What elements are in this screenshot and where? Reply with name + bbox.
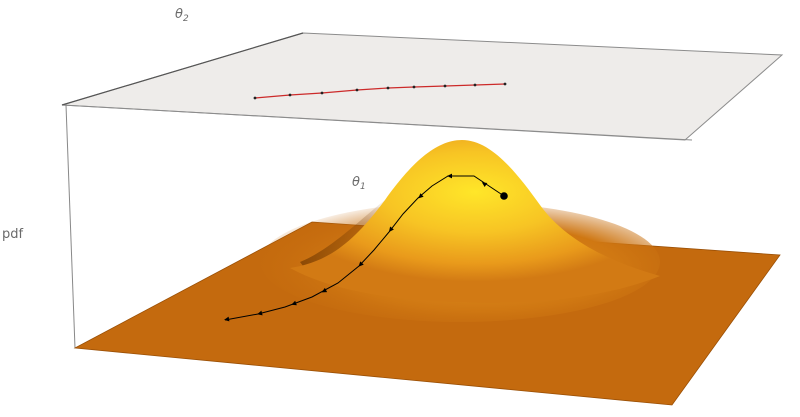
plane-front-edge xyxy=(61,104,693,141)
theta1-axis-label: θ1 xyxy=(352,175,366,192)
trajectory-arrows xyxy=(224,173,488,322)
path-marker xyxy=(473,83,477,87)
trajectory-arrow xyxy=(291,300,297,306)
peak-surface xyxy=(290,140,660,303)
projected-path-markers xyxy=(253,82,507,100)
trajectory-arrow xyxy=(388,226,394,232)
theta2-axis-label: θ2 xyxy=(175,7,189,24)
path-marker xyxy=(355,88,359,92)
path-marker xyxy=(412,85,416,89)
pdf-axis-line xyxy=(65,104,76,349)
pdf-peak xyxy=(260,140,660,322)
path-marker xyxy=(288,93,292,97)
trajectory-start-point xyxy=(500,192,508,200)
path-marker xyxy=(386,86,390,90)
trajectory-arrow xyxy=(321,287,328,293)
trajectory-arrow xyxy=(257,310,263,316)
pdf-axis-label: pdf xyxy=(2,227,24,242)
path-marker xyxy=(320,91,324,95)
path-marker xyxy=(443,84,447,88)
trajectory-line xyxy=(224,175,505,321)
trajectory-arrow xyxy=(447,173,452,179)
plane-left-edge xyxy=(61,32,304,106)
trajectory-arrow xyxy=(224,316,230,322)
path-marker xyxy=(503,82,507,86)
trajectory-arrow xyxy=(481,182,488,187)
trajectory-arrow xyxy=(358,261,364,267)
path-marker xyxy=(253,96,257,100)
trajectory-arrow xyxy=(418,193,424,199)
